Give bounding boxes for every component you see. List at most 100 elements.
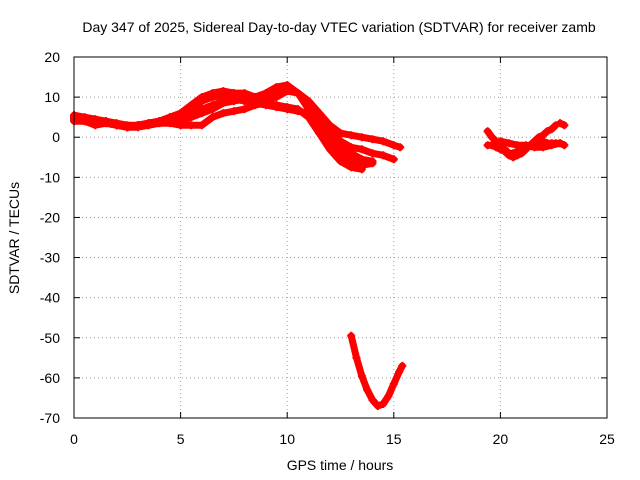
data-point: [389, 379, 398, 388]
data-point: [80, 113, 89, 122]
data-point: [368, 157, 377, 166]
data-point: [487, 141, 496, 150]
data-point: [395, 367, 404, 376]
data-point: [272, 83, 281, 92]
data-point: [325, 129, 334, 138]
data-point: [347, 149, 356, 158]
data-point: [373, 401, 382, 410]
grid-lines: [74, 57, 607, 418]
data-point: [325, 145, 334, 154]
data-point: [347, 331, 356, 340]
x-tick-label: 20: [493, 431, 509, 447]
data-point: [357, 371, 366, 380]
data-point: [368, 395, 377, 404]
data-point: [368, 149, 377, 158]
data-point: [513, 151, 522, 160]
data-point: [229, 107, 238, 116]
data-point: [513, 141, 522, 150]
data-point: [517, 149, 526, 158]
series-line: [347, 332, 406, 410]
data-point: [547, 125, 556, 134]
data-point: [176, 121, 185, 130]
data-point: [208, 101, 217, 110]
axis-ticks: 0 5 10 15 20 25 20 10 0 -10 -20 -30 -40 -50 -60 -70: [40, 49, 615, 447]
data-point: [315, 117, 324, 126]
data-point: [336, 141, 345, 150]
data-point: [379, 399, 388, 408]
series-track-i: [496, 137, 565, 152]
data-point: [560, 121, 569, 130]
x-tick-label: 10: [279, 431, 295, 447]
data-point: [556, 119, 565, 128]
data-point: [283, 81, 292, 90]
data-point: [509, 153, 518, 162]
data-point: [357, 155, 366, 164]
data-point: [197, 121, 206, 130]
series-track-f: [347, 331, 407, 410]
data-point: [530, 143, 539, 152]
data-point: [112, 119, 121, 128]
data-point: [347, 131, 356, 140]
data-point: [283, 105, 292, 114]
data-point: [336, 157, 345, 166]
data-point: [357, 133, 366, 142]
data-point: [197, 105, 206, 114]
data-point: [261, 101, 270, 110]
data-point: [261, 89, 270, 98]
y-tick-label: -70: [40, 410, 60, 426]
data-point: [123, 121, 132, 130]
data-point: [543, 127, 552, 136]
data-point: [384, 391, 393, 400]
data-point: [521, 141, 530, 150]
data-point: [389, 141, 398, 150]
data-point: [500, 147, 509, 156]
data-point: [165, 115, 174, 124]
data-series: [70, 81, 569, 410]
data-point: [368, 135, 377, 144]
y-tick-label: -10: [40, 169, 60, 185]
y-tick-label: 20: [44, 49, 60, 65]
y-axis-label: SDTVAR / TECUs: [6, 182, 22, 294]
data-point: [496, 145, 505, 154]
chart-title: Day 347 of 2025, Sidereal Day-to-day VTE…: [82, 19, 595, 35]
y-tick-label: 10: [44, 89, 60, 105]
data-point: [240, 97, 249, 106]
data-point: [101, 117, 110, 126]
series-track-j: [556, 119, 569, 130]
data-point: [347, 163, 356, 172]
data-point: [379, 137, 388, 146]
y-tick-label: -40: [40, 290, 60, 306]
data-point: [197, 97, 206, 106]
data-point: [208, 113, 217, 122]
data-point: [547, 141, 556, 150]
data-point: [357, 145, 366, 154]
data-point: [496, 137, 505, 146]
series-track-e: [70, 95, 377, 166]
data-point: [487, 133, 496, 142]
data-point: [539, 143, 548, 152]
data-point: [389, 155, 398, 164]
data-point: [208, 93, 217, 102]
data-point: [539, 131, 548, 140]
data-point: [398, 361, 407, 370]
data-point: [293, 89, 302, 98]
data-point: [556, 139, 565, 148]
data-point: [352, 353, 361, 362]
plot-frame: [73, 56, 608, 419]
x-tick-label: 0: [70, 431, 78, 447]
y-tick-label: -50: [40, 330, 60, 346]
y-tick-label: -30: [40, 250, 60, 266]
data-point: [293, 107, 302, 116]
data-point: [251, 99, 260, 108]
data-point: [504, 151, 513, 160]
data-point: [396, 143, 405, 152]
data-point: [357, 165, 366, 174]
data-point: [219, 97, 228, 106]
data-point: [363, 385, 372, 394]
x-tick-label: 25: [599, 431, 615, 447]
data-point: [91, 115, 100, 124]
data-point: [483, 127, 492, 136]
series-track-d: [70, 99, 366, 174]
data-point: [272, 93, 281, 102]
